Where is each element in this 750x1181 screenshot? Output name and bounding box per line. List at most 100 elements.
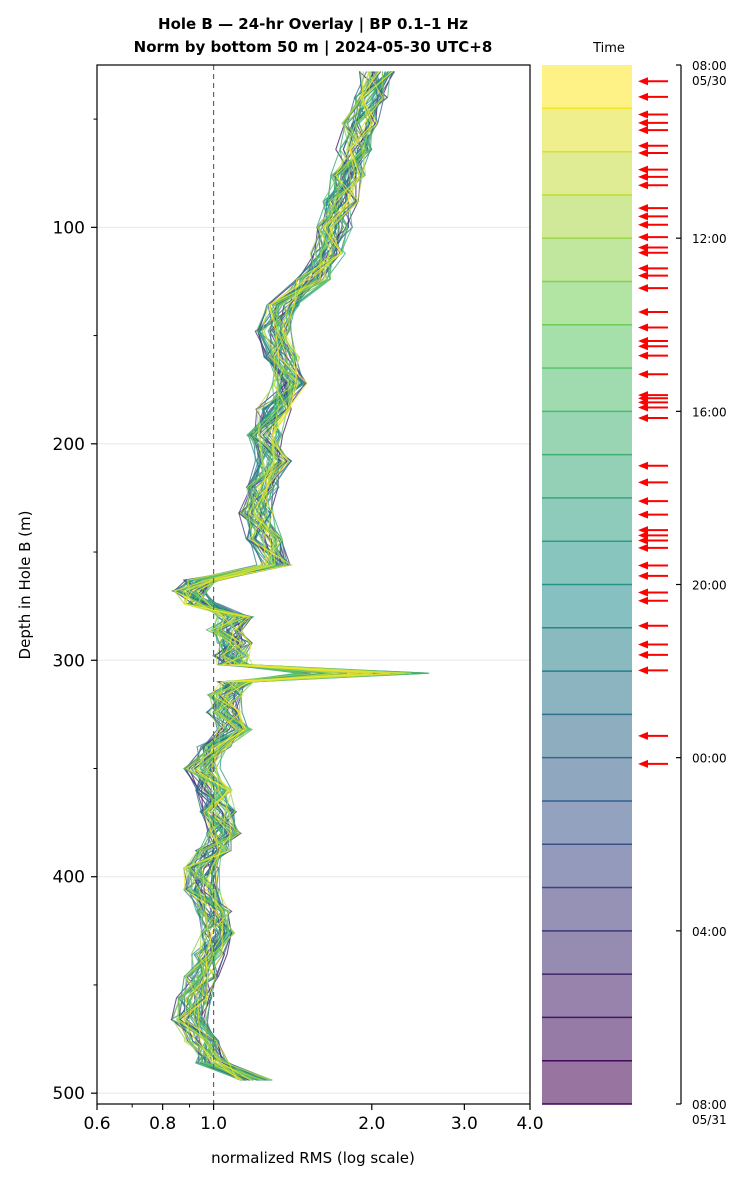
colorbar-band xyxy=(542,541,632,585)
arrow-head xyxy=(638,666,648,675)
arrow-head xyxy=(638,531,648,540)
arrow-head xyxy=(638,165,648,174)
time-arrow xyxy=(638,413,668,422)
colorbar xyxy=(542,65,632,1105)
colorbar-band xyxy=(542,238,632,282)
time-arrow xyxy=(638,126,668,135)
time-arrow xyxy=(638,204,668,213)
colorbar-band xyxy=(542,411,632,456)
arrow-head xyxy=(638,621,648,630)
time-arrow xyxy=(638,596,668,605)
time-arrow xyxy=(638,497,668,506)
colorbar-band xyxy=(542,65,632,109)
time-arrow xyxy=(638,759,668,768)
y-tick-label: 100 xyxy=(53,218,85,238)
series-line xyxy=(173,71,412,1081)
arrow-head xyxy=(638,77,648,86)
y-axis: 100 200 300 400 500 xyxy=(53,118,97,1104)
time-arrow xyxy=(638,666,668,675)
time-arrow xyxy=(638,165,668,174)
arrow-head xyxy=(638,413,648,422)
time-tick-label: 04:00 xyxy=(692,925,727,939)
time-arrow xyxy=(638,571,668,580)
arrow-head xyxy=(638,204,648,213)
arrow-head xyxy=(638,561,648,570)
arrow-head xyxy=(638,571,648,580)
arrow-head xyxy=(638,398,648,407)
arrow-head xyxy=(638,510,648,519)
time-arrow xyxy=(638,543,668,552)
time-arrow xyxy=(638,351,668,360)
time-arrow xyxy=(638,731,668,740)
arrow-head xyxy=(638,149,648,158)
arrow-head xyxy=(638,536,648,545)
time-arrow xyxy=(638,284,668,293)
arrow-head xyxy=(638,342,648,351)
time-arrow xyxy=(638,181,668,190)
time-arrow xyxy=(638,640,668,649)
series-group xyxy=(170,71,430,1081)
colorbar-band xyxy=(542,887,632,932)
time-axis: 08:0005/3012:0016:0020:0000:0004:0008:00… xyxy=(676,59,727,1127)
arrow-head xyxy=(638,264,648,273)
time-tick-label: 00:00 xyxy=(692,752,727,766)
arrow-head xyxy=(638,233,648,242)
colorbar-band xyxy=(542,108,632,153)
time-arrow xyxy=(638,220,668,229)
arrow-head xyxy=(638,731,648,740)
series-line xyxy=(184,71,384,1081)
colorbar-band xyxy=(542,1017,632,1062)
time-arrow xyxy=(638,370,668,379)
colorbar-label: Time xyxy=(592,41,625,56)
plot-frame xyxy=(96,64,531,1105)
series-line xyxy=(181,71,393,1081)
time-arrow xyxy=(638,588,668,597)
colorbar-band xyxy=(542,930,632,975)
arrow-head xyxy=(638,461,648,470)
arrow-head xyxy=(638,126,648,135)
time-arrow xyxy=(638,264,668,273)
arrow-head xyxy=(638,141,648,150)
chart-title-line2: Norm by bottom 50 m | 2024-05-30 UTC+8 xyxy=(134,38,493,57)
colorbar-band xyxy=(542,584,632,629)
time-arrow xyxy=(638,531,668,540)
series-line xyxy=(173,71,388,1081)
time-arrow xyxy=(638,233,668,242)
x-tick-label: 2.0 xyxy=(358,1114,385,1134)
arrow-head xyxy=(638,212,648,221)
x-axis: 0.6 0.8 1.0 2.0 3.0 4.0 xyxy=(83,1104,544,1134)
time-tick-label: 05/30 xyxy=(692,74,727,88)
arrow-head xyxy=(638,543,648,552)
y-tick-label: 500 xyxy=(53,1084,85,1104)
y-tick-label: 200 xyxy=(53,435,85,455)
time-tick-label: 05/31 xyxy=(692,1113,727,1127)
time-arrow xyxy=(638,77,668,86)
colorbar-band xyxy=(542,627,632,672)
time-arrow xyxy=(638,403,668,412)
time-arrow xyxy=(638,561,668,570)
arrow-head xyxy=(638,181,648,190)
arrow-head xyxy=(638,650,648,659)
colorbar-band xyxy=(542,800,632,845)
arrow-head xyxy=(638,118,648,127)
time-tick-label: 20:00 xyxy=(692,579,727,593)
colorbar-band xyxy=(542,974,632,1018)
arrow-head xyxy=(638,271,648,280)
time-arrow xyxy=(638,243,668,252)
colorbar-band xyxy=(542,454,632,499)
gridlines xyxy=(97,226,530,1094)
time-arrow xyxy=(638,149,668,158)
time-arrow xyxy=(638,398,668,407)
time-arrow xyxy=(638,172,668,181)
colorbar-band xyxy=(542,1060,632,1105)
time-arrow xyxy=(638,342,668,351)
arrow-head xyxy=(638,526,648,535)
x-tick-label: 4.0 xyxy=(516,1114,543,1134)
time-arrows xyxy=(638,77,668,768)
colorbar-band xyxy=(542,757,632,802)
y-axis-label: Depth in Hole B (m) xyxy=(16,511,34,660)
colorbar-band xyxy=(542,324,632,369)
arrow-head xyxy=(638,248,648,257)
arrow-head xyxy=(638,478,648,487)
